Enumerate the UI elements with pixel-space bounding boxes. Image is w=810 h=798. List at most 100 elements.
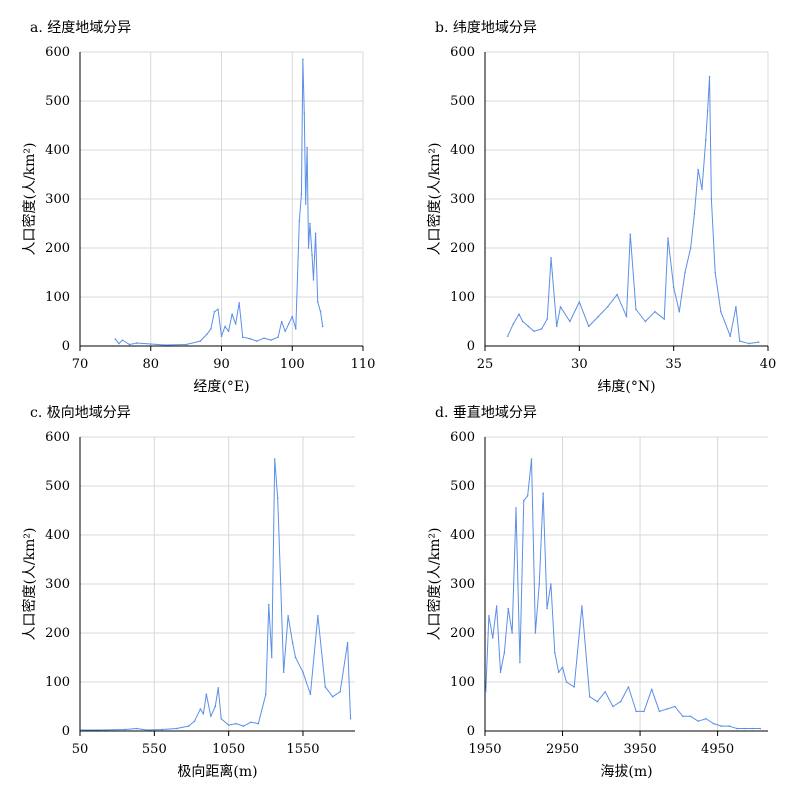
- data-point: [565, 681, 568, 683]
- y-tick-label: 0: [467, 339, 475, 354]
- data-point: [205, 693, 208, 696]
- data-point: [736, 727, 738, 730]
- data-point: [503, 651, 506, 654]
- data-point: [515, 507, 517, 509]
- data-point: [321, 325, 324, 328]
- series-line: [81, 458, 352, 731]
- data-point: [227, 724, 230, 726]
- data-point: [298, 220, 301, 222]
- chart-panel-2: c. 极向地域分异 0 100 200 300 400 500 600 50 550 1050 155…: [21, 405, 355, 780]
- data-point: [304, 203, 307, 205]
- x-tick-label: 4950: [701, 742, 734, 757]
- data-point: [135, 727, 138, 730]
- data-point: [650, 688, 653, 691]
- x-tick-label: 40: [760, 357, 777, 372]
- data-point: [339, 691, 341, 693]
- data-point: [689, 715, 692, 718]
- data-point: [708, 75, 711, 78]
- data-point: [597, 315, 599, 318]
- y-tick-label: 500: [45, 94, 70, 109]
- data-point: [530, 458, 533, 460]
- y-axis-label: 人口密度(人/km²): [426, 142, 443, 255]
- data-point: [635, 308, 637, 311]
- data-point: [625, 315, 628, 318]
- data-point: [227, 330, 230, 333]
- data-point: [80, 729, 83, 731]
- data-point: [257, 722, 260, 725]
- data-point: [280, 320, 283, 323]
- y-tick-label: 100: [45, 290, 70, 305]
- x-axis-label: 经度(°E): [193, 379, 249, 395]
- data-point: [573, 686, 575, 688]
- data-point: [279, 583, 282, 585]
- data-point: [484, 691, 487, 693]
- data-point: [249, 337, 251, 340]
- y-tick-label: 100: [450, 675, 475, 690]
- data-point: [263, 337, 265, 339]
- x-axis-label: 极向距离(m): [177, 763, 257, 780]
- data-point: [306, 146, 308, 149]
- data-point: [663, 318, 666, 320]
- data-point: [704, 139, 707, 141]
- x-tick-label: 100: [280, 357, 305, 372]
- data-point: [149, 343, 152, 345]
- data-point: [217, 687, 220, 689]
- data-point: [557, 671, 560, 673]
- data-point: [491, 637, 494, 639]
- data-point: [114, 338, 117, 340]
- data-point: [317, 615, 319, 617]
- data-point: [311, 254, 313, 257]
- data-point: [495, 605, 498, 607]
- data-point: [214, 705, 217, 708]
- data-point: [748, 342, 750, 345]
- data-point: [300, 193, 303, 195]
- data-point: [206, 332, 209, 335]
- data-point: [238, 302, 240, 304]
- x-tick-label: 70: [72, 357, 89, 372]
- data-point: [270, 339, 272, 341]
- y-tick-label: 0: [62, 724, 70, 739]
- data-point: [213, 310, 216, 313]
- data-point: [312, 279, 315, 281]
- y-tick-label: 0: [62, 339, 70, 354]
- data-point: [128, 343, 131, 346]
- x-tick-label: 50: [72, 742, 89, 757]
- data-point: [596, 700, 599, 703]
- data-point: [534, 632, 537, 634]
- data-point: [250, 721, 252, 723]
- data-point: [616, 293, 618, 296]
- data-point: [728, 725, 731, 727]
- data-point: [294, 656, 297, 659]
- data-point: [619, 700, 622, 703]
- x-tick-label: 35: [665, 357, 682, 372]
- data-point: [220, 335, 223, 338]
- data-point: [542, 492, 544, 495]
- x-axis-label: 纬度(°N): [597, 379, 655, 395]
- x-tick-label: 550: [142, 742, 167, 757]
- data-point: [521, 320, 524, 323]
- x-tick-label: 1950: [468, 742, 501, 757]
- data-point: [331, 695, 334, 698]
- data-point: [672, 286, 675, 289]
- data-point: [210, 328, 212, 330]
- data-point: [546, 318, 549, 320]
- data-point: [309, 222, 311, 225]
- panel-title: b. 纬度地域分异: [435, 20, 537, 36]
- data-point: [284, 330, 286, 333]
- data-point: [499, 671, 502, 673]
- x-tick-label: 90: [213, 357, 230, 372]
- data-point: [307, 247, 310, 249]
- data-point: [674, 705, 676, 708]
- data-point: [303, 112, 306, 115]
- data-point: [555, 325, 558, 328]
- panel-title: c. 极向地域分异: [30, 405, 131, 421]
- y-tick-label: 600: [45, 430, 70, 445]
- data-point: [193, 720, 196, 722]
- data-point: [146, 729, 148, 731]
- data-point: [526, 495, 529, 497]
- data-point: [488, 615, 490, 617]
- data-point: [757, 341, 760, 343]
- data-point: [512, 323, 515, 325]
- data-point: [118, 342, 120, 345]
- data-point: [522, 499, 525, 502]
